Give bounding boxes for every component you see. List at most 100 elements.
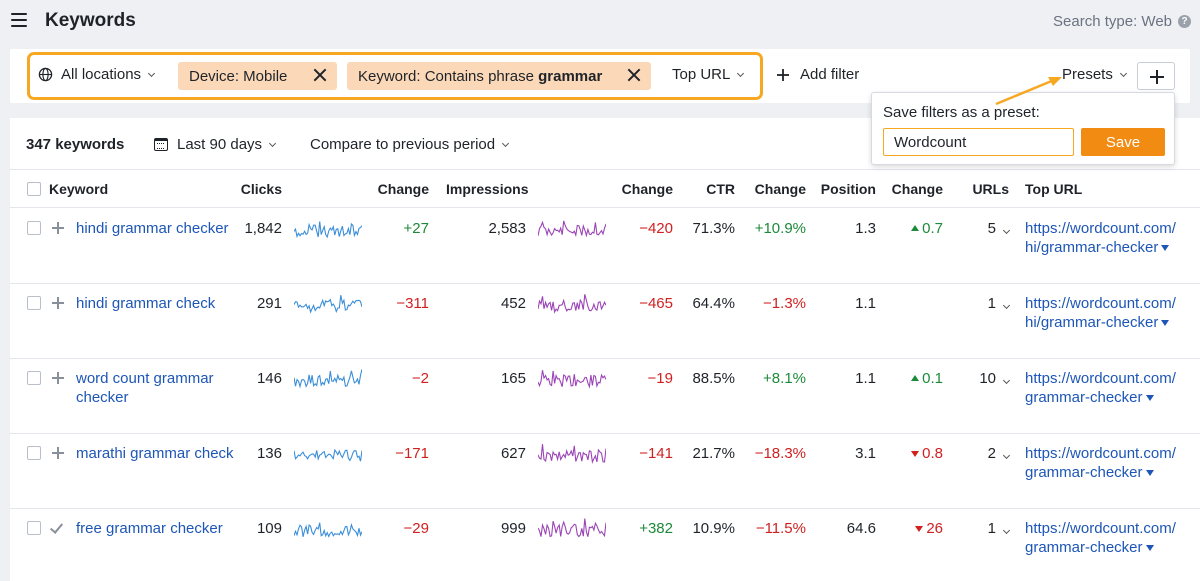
- keyword-filter-chip[interactable]: Keyword: Contains phrase grammar: [347, 62, 651, 90]
- urls-dropdown[interactable]: 1: [988, 519, 1011, 538]
- impressions-change: −19: [647, 370, 673, 387]
- row-checkbox[interactable]: [27, 521, 41, 535]
- presets-dropdown[interactable]: Presets: [1062, 66, 1127, 83]
- plus-icon[interactable]: [52, 222, 64, 234]
- compare-label: Compare to previous period: [310, 136, 496, 153]
- col-ctr-change[interactable]: Change: [754, 181, 806, 197]
- chevron-down-icon: [1002, 451, 1011, 460]
- top-url-link[interactable]: https://wordcount.com/grammar-checker: [1025, 444, 1177, 482]
- ctr-value: 21.7%: [692, 445, 735, 462]
- col-clicks-change[interactable]: Change: [377, 181, 429, 197]
- preset-name-input[interactable]: [883, 128, 1074, 156]
- table-row[interactable]: marathi grammar check 136 −171 627 −141 21.7%…: [10, 434, 1200, 509]
- clicks-value: 291: [256, 295, 282, 312]
- urls-dropdown[interactable]: 10: [979, 369, 1011, 388]
- presets-label: Presets: [1062, 66, 1113, 83]
- row-checkbox[interactable]: [27, 371, 41, 385]
- row-checkbox[interactable]: [27, 446, 41, 460]
- chevron-down-icon: [502, 139, 510, 147]
- top-url-link[interactable]: https://wordcount.com/grammar-checker: [1025, 369, 1177, 407]
- col-urls[interactable]: URLs: [972, 181, 1009, 197]
- clicks-sparkline: [293, 290, 363, 316]
- top-url-text: https://wordcount.com/hi/grammar-checker: [1025, 295, 1176, 331]
- caret-down-icon[interactable]: [1161, 245, 1170, 251]
- caret-down-icon[interactable]: [1161, 320, 1170, 326]
- top-url-link[interactable]: https://wordcount.com/grammar-checker: [1025, 519, 1177, 557]
- top-url-text: https://wordcount.com/hi/grammar-checker: [1025, 220, 1176, 256]
- urls-dropdown[interactable]: 5: [988, 219, 1011, 238]
- ctr-change: −11.5%: [755, 520, 806, 537]
- caret-down-icon[interactable]: [1145, 395, 1154, 401]
- col-clicks[interactable]: Clicks: [240, 181, 282, 197]
- impressions-sparkline: [537, 515, 607, 541]
- col-top-url[interactable]: Top URL: [1025, 181, 1083, 197]
- search-type-label[interactable]: Search type: Web: [1053, 13, 1172, 30]
- plus-icon: [777, 68, 789, 81]
- col-ctr[interactable]: CTR: [706, 181, 735, 197]
- col-keyword[interactable]: Keyword: [49, 181, 109, 197]
- close-icon[interactable]: [627, 68, 641, 82]
- help-icon[interactable]: ?: [1178, 15, 1191, 28]
- compare-dropdown[interactable]: Compare to previous period: [310, 136, 510, 153]
- chevron-down-icon: [269, 139, 277, 147]
- position-value: 1.1: [855, 295, 876, 312]
- urls-dropdown[interactable]: 1: [988, 294, 1011, 313]
- table-row[interactable]: hindi grammar checker 1,842 +27 2,583 −420 71…: [10, 209, 1200, 284]
- check-icon[interactable]: [49, 520, 64, 534]
- position-change: 26: [915, 519, 943, 538]
- plus-icon[interactable]: [52, 447, 64, 459]
- ctr-change: +10.9%: [754, 220, 806, 237]
- col-impressions-change[interactable]: Change: [621, 181, 673, 197]
- ctr-change: −18.3%: [754, 445, 806, 462]
- caret-down-icon[interactable]: [1145, 545, 1154, 551]
- row-checkbox[interactable]: [27, 296, 41, 310]
- plus-icon[interactable]: [52, 297, 64, 309]
- add-preset-button[interactable]: [1137, 62, 1175, 90]
- impressions-sparkline: [537, 440, 607, 466]
- row-checkbox[interactable]: [27, 221, 41, 235]
- keyword-link[interactable]: marathi grammar check: [76, 445, 234, 462]
- select-all-checkbox[interactable]: [27, 182, 41, 196]
- chevron-down-icon: [1002, 376, 1011, 385]
- ctr-value: 71.3%: [692, 220, 735, 237]
- triangle-up-icon: [911, 225, 920, 231]
- device-filter-chip[interactable]: Device: Mobile: [178, 62, 337, 90]
- urls-dropdown[interactable]: 2: [987, 444, 1011, 463]
- top-url-link[interactable]: https://wordcount.com/hi/grammar-checker: [1025, 294, 1177, 332]
- keyword-filter-label: Keyword: Contains phrase: [358, 67, 539, 85]
- impressions-value: 2,583: [488, 220, 526, 237]
- table-row[interactable]: free grammar checker 109 −29 999 +382 10.9% −1…: [10, 509, 1200, 581]
- summary-bar: 347 keywords Last 90 days Compare to pre…: [10, 118, 1200, 170]
- location-dropdown[interactable]: All locations: [38, 66, 156, 83]
- col-position-change[interactable]: Change: [891, 181, 943, 197]
- triangle-down-icon: [915, 526, 924, 532]
- caret-down-icon[interactable]: [1145, 470, 1154, 476]
- date-range-dropdown[interactable]: Last 90 days: [154, 136, 277, 153]
- calendar-icon: [154, 138, 168, 151]
- keyword-link[interactable]: word count grammar checker: [76, 370, 214, 406]
- top-url-dropdown[interactable]: Top URL: [672, 66, 745, 83]
- keyword-link[interactable]: hindi grammar checker: [76, 220, 229, 237]
- impressions-value: 999: [500, 520, 526, 537]
- col-impressions[interactable]: Impressions: [446, 181, 529, 197]
- top-url-text: https://wordcount.com/grammar-checker: [1025, 445, 1176, 481]
- close-icon[interactable]: [313, 68, 327, 82]
- impressions-change: −465: [639, 295, 673, 312]
- keyword-count: 347 keywords: [26, 136, 125, 153]
- keyword-link[interactable]: hindi grammar check: [76, 295, 216, 312]
- save-button[interactable]: Save: [1081, 128, 1165, 156]
- top-url-link[interactable]: https://wordcount.com/hi/grammar-checker: [1025, 219, 1177, 257]
- table-row[interactable]: hindi grammar check 291 −311 452 −465 64.4% −1…: [10, 284, 1200, 359]
- urls-count: 2: [987, 445, 996, 462]
- plus-icon[interactable]: [52, 372, 64, 384]
- col-position[interactable]: Position: [820, 181, 876, 197]
- table-row[interactable]: word count grammar checker 146 −2 165 −19 88.…: [10, 359, 1200, 434]
- clicks-value: 136: [256, 445, 282, 462]
- clicks-value: 1,842: [244, 220, 282, 237]
- add-filter-button[interactable]: Add filter: [776, 66, 859, 83]
- position-value: 1.3: [855, 220, 876, 237]
- position-change: 0.1: [911, 369, 943, 388]
- menu-icon[interactable]: [11, 13, 27, 27]
- urls-count: 10: [979, 370, 996, 387]
- keyword-link[interactable]: free grammar checker: [76, 520, 223, 537]
